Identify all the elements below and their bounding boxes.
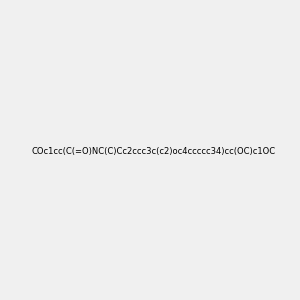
Text: COc1cc(C(=O)NC(C)Cc2ccc3c(c2)oc4ccccc34)cc(OC)c1OC: COc1cc(C(=O)NC(C)Cc2ccc3c(c2)oc4ccccc34)… <box>32 147 276 156</box>
